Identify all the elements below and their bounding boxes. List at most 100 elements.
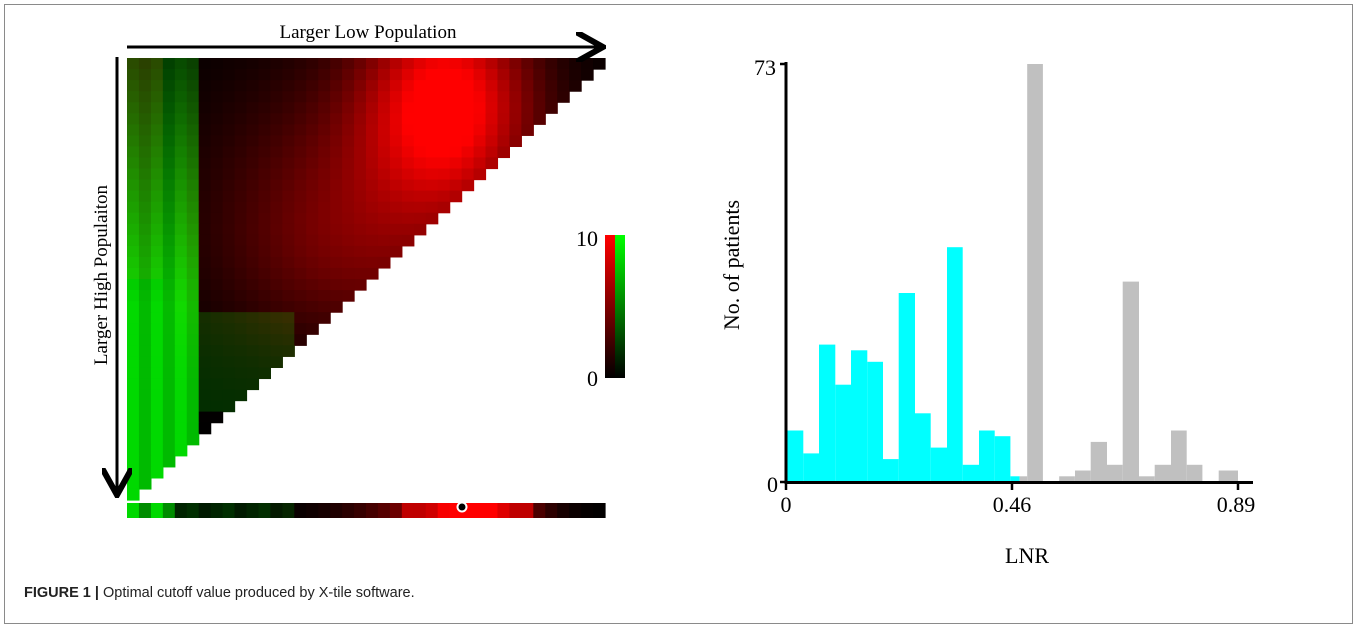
heatmap-cell (377, 102, 391, 114)
heatmap-cell (306, 256, 319, 269)
heatmap-cell (234, 102, 248, 114)
heatmap-cell (282, 91, 295, 103)
heatmap-cell (318, 91, 331, 103)
heatmap-cell (497, 102, 510, 114)
heatmap-cell (449, 91, 463, 103)
heatmap-cell (366, 69, 379, 81)
bottom-bar-cell (401, 503, 415, 518)
heatmap-cell (234, 323, 248, 335)
heatmap-cell (449, 179, 463, 192)
heatmap-cell (127, 267, 140, 280)
bottom-bar-cell (162, 503, 176, 518)
heatmap-cell (366, 245, 379, 258)
heatmap-cell (294, 58, 307, 70)
heatmap-cell (366, 102, 379, 114)
heatmap-cell (342, 223, 355, 236)
histogram-bar-low-0 (786, 430, 804, 482)
heatmap-cell (473, 135, 487, 147)
heatmap-cell (127, 378, 140, 391)
figure-caption: FIGURE 1 | Optimal cutoff value produced… (24, 585, 415, 601)
heatmap-cell (330, 69, 343, 81)
heatmap-cell (425, 201, 439, 214)
heatmap-cell (162, 345, 176, 357)
heatmap-cell (174, 69, 188, 81)
heatmap-cell (138, 212, 152, 225)
heatmap-cell (162, 179, 176, 192)
histogram-bar-high-4 (1090, 441, 1107, 482)
heatmap-cell (210, 135, 224, 147)
heatmap-cell (210, 345, 224, 357)
heatmap-cell (127, 389, 140, 402)
heatmap-cell (282, 80, 295, 92)
heatmap-cell (222, 113, 236, 125)
heatmap-cell (127, 455, 140, 468)
heatmap-cell (366, 190, 379, 203)
heatmap-cell (401, 58, 415, 70)
heatmap-cell (521, 113, 534, 125)
heatmap-cell (198, 102, 212, 114)
heatmap-cell (473, 91, 487, 103)
heatmap-cell (377, 69, 391, 81)
heatmap-cell (127, 212, 140, 225)
heatmap-cell (342, 279, 355, 291)
heatmap-cell (186, 201, 200, 214)
heatmap-cell (210, 212, 224, 225)
heatmap-cell (138, 279, 152, 291)
heatmap-cell (569, 80, 582, 92)
histogram-bar-high-10 (1186, 464, 1203, 482)
histogram-bar-low-4 (851, 350, 868, 482)
heatmap-cell (533, 113, 546, 125)
heatmap-cell (282, 301, 295, 313)
heatmap-cell (401, 190, 415, 203)
heatmap-cell (246, 58, 260, 70)
heatmap-cell (330, 146, 343, 159)
heatmap-cell (150, 455, 164, 468)
heatmap-cell (306, 312, 319, 324)
heatmap-cell (186, 146, 200, 159)
heatmap-cell (330, 256, 343, 269)
heatmap-cell (342, 190, 355, 203)
heatmap-cell (401, 146, 415, 159)
heatmap-cell (234, 312, 248, 324)
heatmap-cell (162, 334, 176, 346)
heatmap-cell (174, 124, 188, 136)
heatmap-cell (366, 256, 379, 269)
heatmap-cell (449, 58, 463, 70)
heatmap-cell (186, 433, 200, 446)
heatmap-cell (234, 190, 248, 203)
heatmap-cell (294, 102, 307, 114)
heatmap-cell (354, 212, 367, 225)
heatmap-cell (413, 223, 427, 236)
histogram-bar-high-9 (1171, 430, 1187, 482)
heatmap-cell (342, 69, 355, 81)
heatmap-cell (270, 135, 283, 147)
heatmap-cell (222, 323, 236, 335)
heatmap-cell (342, 135, 355, 147)
heatmap-cell (258, 201, 271, 214)
heatmap-cell (569, 58, 582, 70)
heatmap-cell (282, 323, 295, 335)
heatmap-cell (389, 179, 403, 192)
heatmap-cell (222, 400, 236, 413)
heatmap-cell (366, 157, 379, 170)
heatmap-cell (342, 113, 355, 125)
heatmap-cell (366, 135, 379, 147)
heatmap-cell (246, 223, 260, 236)
heatmap-cell (282, 245, 295, 258)
heatmap-cell (127, 334, 140, 346)
heatmap-cell (127, 69, 140, 81)
heatmap-cell (127, 124, 140, 136)
heatmap-cell (270, 245, 283, 258)
heatmap-cell (294, 113, 307, 125)
heatmap-cell (127, 400, 140, 413)
heatmap-cell (389, 146, 403, 159)
heatmap-cell (246, 146, 260, 159)
histogram-bar-low-12 (979, 430, 995, 482)
heatmap-cell (246, 179, 260, 192)
heatmap-cell (306, 168, 319, 181)
heatmap-cell (246, 168, 260, 181)
heatmap-cell (569, 69, 582, 81)
heatmap-cell (449, 190, 463, 203)
heatmap-cell (198, 201, 212, 214)
heatmap-cell (174, 400, 188, 413)
